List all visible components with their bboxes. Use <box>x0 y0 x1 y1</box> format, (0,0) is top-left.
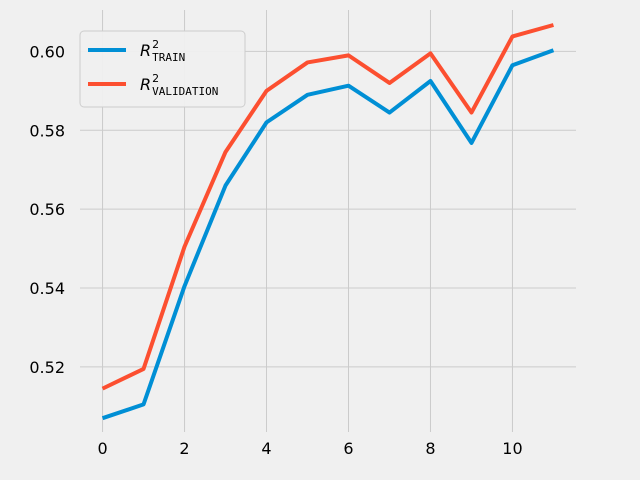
y-tick-label: 0.54 <box>29 279 65 298</box>
legend-superscript: 2 <box>152 72 159 85</box>
legend-symbol: R <box>140 75 151 94</box>
x-tick-label: 10 <box>502 439 522 458</box>
legend-symbol: R <box>140 41 151 60</box>
y-tick-label: 0.58 <box>29 121 65 140</box>
legend-label-validation: R2 VALIDATION <box>140 72 218 98</box>
series-line-validation <box>101 23 554 391</box>
legend-subscript: VALIDATION <box>152 85 218 98</box>
x-tick-label: 6 <box>343 439 353 458</box>
series-layer <box>101 23 555 421</box>
x-tick-label: 8 <box>425 439 435 458</box>
legend-superscript: 2 <box>152 38 159 51</box>
legend-label-train: R2 TRAIN <box>140 38 185 64</box>
y-tick-label: 0.52 <box>29 358 65 377</box>
legend-subscript: TRAIN <box>152 51 185 64</box>
x-tick-label: 4 <box>261 439 271 458</box>
tick-labels: 0 2 4 6 8 10 0.52 0.54 0.56 0.58 0.60 <box>29 42 522 458</box>
y-tick-label: 0.56 <box>29 200 65 219</box>
x-tick-label: 2 <box>179 439 189 458</box>
series-line-train <box>101 48 555 421</box>
x-tick-label: 0 <box>97 439 107 458</box>
y-tick-label: 0.60 <box>29 42 65 61</box>
